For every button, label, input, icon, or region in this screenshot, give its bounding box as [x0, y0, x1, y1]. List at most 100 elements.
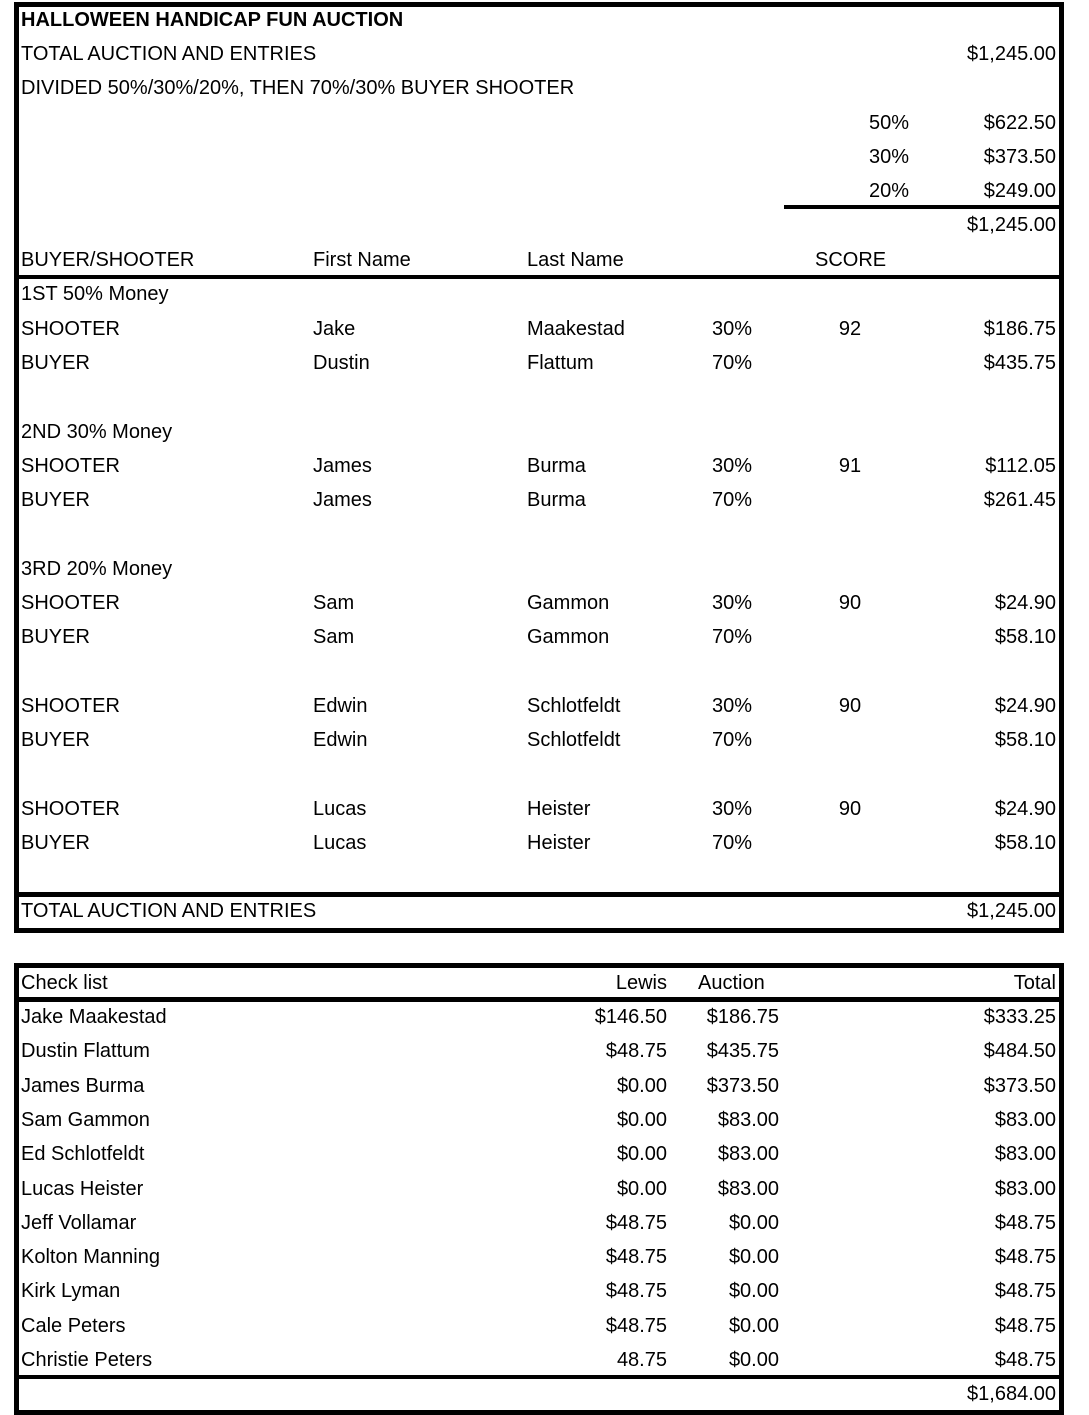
row-first-name: Dustin — [313, 352, 370, 374]
checklist-name: Christie Peters — [21, 1349, 153, 1371]
checklist-name: Jake Maakestad — [21, 1006, 167, 1028]
row-last-name: Schlotfeldt — [527, 695, 621, 717]
row-pct: 70% — [711, 352, 752, 374]
checklist-lewis: $48.75 — [605, 1246, 667, 1269]
checklist-lewis: $146.50 — [594, 1006, 667, 1028]
checklist-name: Jeff Vollamar — [21, 1211, 137, 1234]
row-amount: $186.75 — [983, 317, 1056, 340]
row-score: 90 — [838, 592, 862, 615]
row-last-name: Schlotfeldt — [527, 729, 621, 752]
row-score — [820, 826, 880, 860]
header-role: BUYER/SHOOTER — [21, 249, 195, 271]
checklist-name: Sam Gammon — [21, 1108, 150, 1131]
section-title: 3RD 20% Money — [21, 557, 173, 580]
row-first-name: Jake — [313, 317, 356, 340]
row-score — [820, 620, 880, 654]
checklist-total: $83.00 — [994, 1108, 1056, 1131]
checklist-auction: $435.75 — [706, 1040, 779, 1063]
row-role: BUYER — [21, 729, 90, 752]
checklist-header-total: Total — [1013, 972, 1056, 994]
checklist-name: Lucas Heister — [21, 1177, 144, 1200]
checklist-auction: $0.00 — [728, 1246, 779, 1269]
row-amount: $58.10 — [994, 729, 1056, 752]
row-pct: 30% — [711, 454, 752, 477]
row-amount: $24.90 — [994, 695, 1056, 717]
row-last-name: Gammon — [527, 626, 610, 649]
row-role: SHOOTER — [21, 695, 120, 717]
row-pct: 30% — [711, 317, 752, 340]
checklist-grand-total: $1,684.00 — [967, 1383, 1056, 1405]
split-amount: $622.50 — [983, 112, 1056, 134]
row-score: 91 — [838, 454, 862, 477]
header-first-name: First Name — [313, 249, 411, 271]
checklist-auction: $186.75 — [706, 1006, 779, 1028]
row-role: SHOOTER — [21, 592, 120, 615]
row-pct: 30% — [711, 695, 752, 717]
section-title: 1ST 50% Money — [21, 283, 169, 306]
checklist-auction: $373.50 — [706, 1074, 779, 1097]
row-role: BUYER — [21, 489, 90, 512]
checklist-lewis: $0.00 — [616, 1143, 667, 1166]
row-score: 90 — [838, 695, 862, 717]
row-first-name: Edwin — [313, 695, 368, 717]
checklist-header-lewis: Lewis — [615, 972, 667, 994]
checklist-auction: $0.00 — [728, 1211, 779, 1234]
checklist-lewis: 48.75 — [616, 1349, 667, 1371]
checklist-header-name: Check list — [21, 972, 108, 994]
checklist-lewis: $0.00 — [616, 1074, 667, 1097]
checklist-total: $48.75 — [994, 1246, 1056, 1269]
row-last-name: Gammon — [527, 592, 610, 615]
row-pct: 30% — [711, 797, 752, 820]
header-score: SCORE — [815, 249, 887, 271]
row-amount: $261.45 — [983, 489, 1056, 512]
row-last-name: Burma — [527, 489, 586, 512]
checklist-auction: $83.00 — [717, 1108, 779, 1131]
checklist-total-divider — [14, 1375, 1064, 1379]
row-role: SHOOTER — [21, 797, 120, 820]
row-first-name: Sam — [313, 592, 355, 615]
checklist-total: $83.00 — [994, 1143, 1056, 1166]
row-first-name: Lucas — [313, 832, 367, 855]
split-pct: 30% — [868, 146, 909, 168]
row-score: 90 — [838, 797, 862, 820]
checklist-table-border — [14, 963, 1064, 1415]
checklist-lewis: $48.75 — [605, 1314, 667, 1337]
row-amount: $58.10 — [994, 832, 1056, 855]
checklist-name: Kolton Manning — [21, 1246, 160, 1269]
checklist-name: Ed Schlotfeldt — [21, 1143, 145, 1166]
footer-value: $1,245.00 — [967, 900, 1056, 922]
checklist-lewis: $0.00 — [616, 1108, 667, 1131]
checklist-auction: $83.00 — [717, 1143, 779, 1166]
row-score — [820, 723, 880, 757]
checklist-auction: $0.00 — [728, 1280, 779, 1303]
checklist-total: $333.25 — [983, 1006, 1056, 1028]
splits-underline — [784, 205, 1060, 209]
checklist-total: $48.75 — [994, 1211, 1056, 1234]
row-role: BUYER — [21, 352, 90, 374]
row-amount: $24.90 — [994, 592, 1056, 615]
checklist-total: $48.75 — [994, 1314, 1056, 1337]
row-pct: 70% — [711, 626, 752, 649]
checklist-header-divider — [14, 997, 1064, 1002]
row-first-name: James — [313, 489, 372, 512]
checklist-total: $83.00 — [994, 1177, 1056, 1200]
row-last-name: Maakestad — [527, 317, 625, 340]
row-last-name: Heister — [527, 797, 591, 820]
checklist-total: $373.50 — [983, 1074, 1056, 1097]
header-last-name: Last Name — [527, 249, 624, 271]
footer-divider — [14, 892, 1064, 897]
row-last-name: Burma — [527, 454, 586, 477]
header-divider — [14, 275, 1064, 279]
checklist-lewis: $48.75 — [605, 1211, 667, 1234]
total-value: $1,245.00 — [967, 43, 1056, 65]
section-title: 2ND 30% Money — [21, 420, 173, 443]
split-amount: $373.50 — [983, 146, 1056, 168]
row-amount: $112.05 — [985, 454, 1056, 477]
row-amount: $24.90 — [994, 797, 1056, 820]
row-score — [820, 346, 880, 380]
row-score — [820, 483, 880, 517]
split-pct: 50% — [868, 112, 909, 134]
row-pct: 70% — [711, 489, 752, 512]
row-pct: 30% — [711, 592, 752, 615]
